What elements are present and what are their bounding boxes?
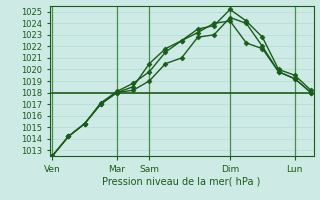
X-axis label: Pression niveau de la mer( hPa ): Pression niveau de la mer( hPa ): [102, 177, 261, 187]
